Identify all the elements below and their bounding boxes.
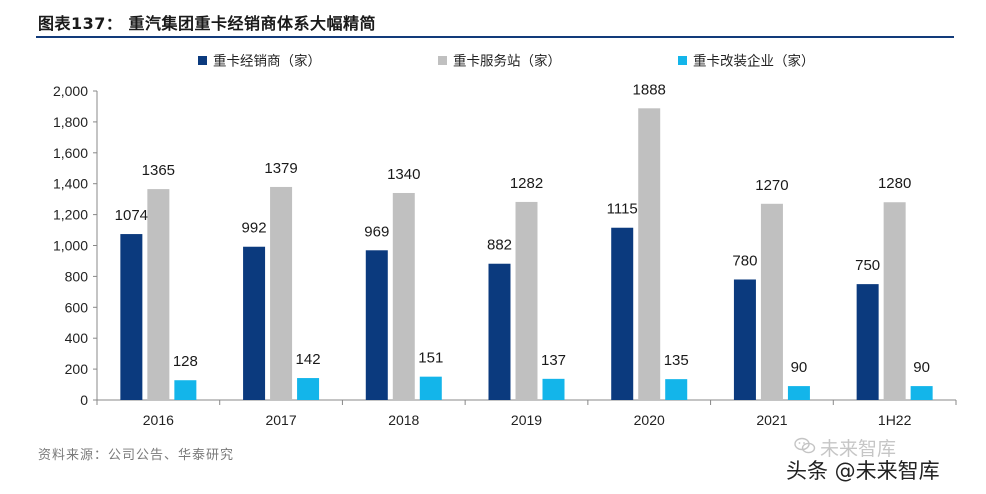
legend-label: 重卡服务站（家） bbox=[453, 53, 561, 70]
bar bbox=[733, 279, 756, 400]
data-label: 1365 bbox=[142, 162, 175, 179]
legend-swatch bbox=[678, 56, 687, 65]
data-label: 992 bbox=[242, 220, 267, 237]
legend: 重卡经销商（家） 重卡服务站（家） 重卡改装企业（家） bbox=[198, 53, 815, 70]
y-tick-label: 1,400 bbox=[53, 176, 88, 192]
bar bbox=[638, 108, 661, 400]
data-label: 1074 bbox=[115, 207, 148, 224]
data-label: 128 bbox=[173, 353, 198, 370]
title-divider bbox=[36, 36, 954, 38]
bar bbox=[488, 263, 511, 400]
bar bbox=[147, 189, 170, 400]
y-tick-label: 1,200 bbox=[53, 207, 88, 223]
bar bbox=[787, 386, 810, 400]
x-tick-label: 2016 bbox=[143, 412, 174, 428]
x-axis: 2016 2017 2018 2019 2020 2021 1H22 bbox=[96, 399, 957, 428]
data-label: 1270 bbox=[755, 177, 788, 194]
bar bbox=[515, 201, 538, 400]
y-axis: 0 200 400 600 800 1,000 1,200 1,400 1,600 1,800 2,… bbox=[53, 83, 98, 408]
x-tick-label: 2017 bbox=[265, 412, 296, 428]
y-tick-label: 800 bbox=[65, 268, 89, 284]
x-tick-label: 1H22 bbox=[878, 412, 912, 428]
bar bbox=[392, 192, 415, 400]
legend-label: 重卡改装企业（家） bbox=[693, 53, 815, 70]
y-tick-label: 400 bbox=[65, 330, 89, 346]
bar bbox=[760, 203, 783, 400]
bar bbox=[883, 202, 906, 400]
bar bbox=[611, 227, 634, 400]
data-label: 1379 bbox=[264, 160, 297, 177]
x-tick-label: 2021 bbox=[756, 412, 787, 428]
data-label: 90 bbox=[913, 359, 930, 376]
data-label: 780 bbox=[732, 252, 757, 269]
y-tick-label: 2,000 bbox=[53, 83, 88, 99]
wechat-icon bbox=[794, 437, 816, 454]
data-label: 1340 bbox=[387, 166, 420, 183]
data-label: 137 bbox=[541, 352, 566, 369]
bar bbox=[365, 250, 388, 400]
data-label: 969 bbox=[364, 223, 389, 240]
bar bbox=[297, 378, 320, 400]
bar bbox=[419, 376, 442, 400]
data-label: 750 bbox=[855, 257, 880, 274]
x-tick-label: 2020 bbox=[634, 412, 665, 428]
x-tick-label: 2019 bbox=[511, 412, 542, 428]
data-label: 1282 bbox=[510, 175, 543, 192]
source-note: 资料来源：公司公告、华泰研究 bbox=[38, 448, 235, 463]
data-label: 151 bbox=[418, 350, 443, 367]
y-tick-label: 1,000 bbox=[53, 238, 88, 254]
bar bbox=[174, 380, 197, 400]
legend-swatch bbox=[198, 56, 207, 65]
data-label: 135 bbox=[664, 352, 689, 369]
bar bbox=[542, 378, 565, 400]
y-tick-label: 1,800 bbox=[53, 114, 88, 130]
data-label: 142 bbox=[296, 351, 321, 368]
watermark-main: 头条 @未来智库 bbox=[786, 459, 940, 483]
x-tick-label: 2018 bbox=[388, 412, 419, 428]
data-label: 1115 bbox=[607, 201, 638, 218]
y-tick-label: 0 bbox=[80, 392, 88, 408]
data-label: 90 bbox=[791, 359, 808, 376]
y-tick-label: 600 bbox=[65, 299, 89, 315]
data-label: 882 bbox=[487, 237, 512, 254]
chart-title: 图表137： 重汽集团重卡经销商体系大幅精简 bbox=[38, 14, 376, 33]
bar bbox=[243, 246, 266, 400]
watermark-top: 未来智库 bbox=[820, 438, 897, 460]
data-labels: 1074 1365 128 992 1379 142 969 1340 151 882 1282 13… bbox=[115, 81, 930, 376]
bar bbox=[270, 186, 293, 400]
legend-swatch bbox=[438, 56, 447, 65]
bar bbox=[120, 234, 143, 400]
bar bbox=[910, 386, 933, 400]
data-label: 1888 bbox=[633, 81, 666, 98]
bar bbox=[856, 284, 879, 400]
y-tick-label: 1,600 bbox=[53, 145, 88, 161]
bar bbox=[665, 379, 688, 400]
legend-label: 重卡经销商（家） bbox=[213, 53, 321, 70]
bars bbox=[120, 108, 933, 400]
data-label: 1280 bbox=[878, 175, 911, 192]
y-tick-label: 200 bbox=[65, 361, 89, 377]
